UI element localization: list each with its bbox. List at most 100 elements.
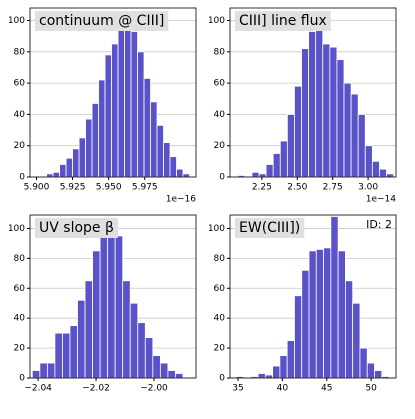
bar <box>176 168 184 178</box>
x-tick-label: 5.975 <box>132 183 158 193</box>
axes-frame <box>29 7 197 178</box>
bar <box>46 362 56 379</box>
y-tick-label: 40 <box>214 314 226 324</box>
bar <box>39 362 48 379</box>
y-tick-label: 0 <box>219 173 225 183</box>
y-tick-label: 100 <box>208 16 225 26</box>
x-tick-label: 2.25 <box>252 183 272 193</box>
y-tick-label: 40 <box>214 110 226 120</box>
axes-frame <box>29 214 197 379</box>
bar <box>336 59 345 178</box>
x-tick-label: 35 <box>232 384 243 394</box>
bar <box>156 124 164 178</box>
y-tick-label: 20 <box>14 141 26 151</box>
y-tick-label: 40 <box>14 110 26 120</box>
bar <box>322 43 331 178</box>
y-tick-label: 60 <box>214 284 226 294</box>
bar <box>359 347 368 379</box>
title-box <box>35 218 118 238</box>
y-tick-label: 60 <box>14 79 26 89</box>
bar <box>175 373 184 379</box>
x-tick-label: 45 <box>321 384 332 394</box>
bar <box>78 137 86 178</box>
bar <box>104 54 112 178</box>
bar <box>159 362 169 379</box>
annotation: ID: 2 <box>366 218 392 231</box>
bar <box>366 362 375 379</box>
bar <box>137 322 146 379</box>
x-tick-label: 40 <box>277 384 289 394</box>
bar <box>143 78 151 178</box>
x-tick-label: 5.950 <box>96 183 122 193</box>
bar <box>52 171 60 178</box>
bar <box>301 48 310 178</box>
bar <box>272 153 281 178</box>
x-tick-label: −2.00 <box>140 384 168 394</box>
offset-text: 1e−16 <box>166 195 197 205</box>
bar <box>92 250 101 379</box>
y-tick-label: 20 <box>214 344 226 354</box>
y-tick-label: 80 <box>214 47 226 57</box>
y-tick-label: 100 <box>8 224 25 234</box>
y-tick-label: 20 <box>14 344 26 354</box>
bar <box>31 370 41 379</box>
bar <box>98 79 106 178</box>
bar <box>65 157 73 178</box>
bar <box>85 118 93 178</box>
title-box <box>235 11 331 31</box>
bar <box>137 51 145 178</box>
y-tick-label: 0 <box>19 374 25 384</box>
bar <box>308 250 317 379</box>
y-tick-label: 80 <box>14 47 26 57</box>
bar <box>330 216 339 379</box>
axes-frame <box>229 7 397 178</box>
x-tick-label: 2.50 <box>287 183 307 193</box>
y-tick-label: 40 <box>14 314 26 324</box>
bar <box>272 365 281 379</box>
y-tick-label: 0 <box>19 173 25 183</box>
bar <box>46 173 54 178</box>
x-tick-label: 50 <box>365 384 377 394</box>
bar <box>364 145 373 178</box>
bar <box>72 148 80 178</box>
bar <box>124 13 132 178</box>
bar <box>69 325 78 379</box>
bar <box>150 101 158 178</box>
x-tick-label: −2.02 <box>82 384 110 394</box>
bar <box>374 370 383 379</box>
bar <box>129 302 139 379</box>
bar <box>152 355 161 379</box>
x-tick-label: 5.925 <box>60 183 86 193</box>
bar <box>265 164 274 178</box>
bar <box>257 373 266 379</box>
bar <box>337 250 346 379</box>
bar <box>379 168 387 178</box>
bar <box>329 46 338 178</box>
bar <box>62 332 71 379</box>
bar <box>77 299 86 379</box>
bar <box>343 82 352 178</box>
y-tick-label: 80 <box>14 254 26 264</box>
bar <box>286 114 295 178</box>
bar <box>117 12 125 178</box>
bar <box>59 164 67 178</box>
bar <box>163 142 171 178</box>
bar <box>386 173 394 178</box>
title-box <box>35 11 169 31</box>
bar <box>144 337 154 379</box>
bar <box>279 355 288 379</box>
bar <box>114 235 124 379</box>
x-tick-label: 3.00 <box>358 183 378 193</box>
title-box <box>235 218 305 238</box>
y-tick-label: 60 <box>214 79 226 89</box>
y-tick-label: 20 <box>214 141 226 151</box>
bar <box>111 43 119 178</box>
bar <box>107 217 116 379</box>
offset-text: 1e−14 <box>366 195 397 205</box>
y-tick-label: 0 <box>219 374 225 384</box>
y-tick-label: 100 <box>8 16 25 26</box>
bar <box>54 332 63 379</box>
y-tick-label: 80 <box>214 254 226 264</box>
panel-title: UV slope β <box>39 220 114 236</box>
